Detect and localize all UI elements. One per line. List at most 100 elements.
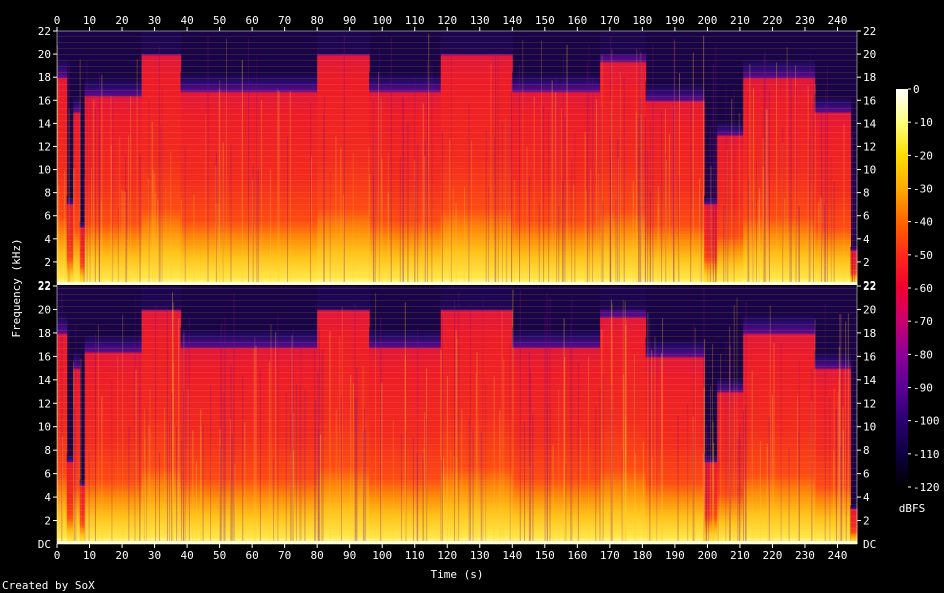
- x-tick-label: 100: [372, 14, 392, 27]
- x-tick-label: 220: [763, 549, 783, 562]
- y-bottom-label: 22: [38, 279, 51, 292]
- x-tick-label: 30: [148, 549, 161, 562]
- colorbar-tick-label: -50: [913, 249, 933, 262]
- y-tick-label: 18: [38, 327, 51, 340]
- y-tick-label: 8: [44, 187, 51, 200]
- colorbar-gradient: [896, 89, 908, 487]
- y-tick-label: 12: [38, 397, 51, 410]
- x-tick-label: 70: [278, 549, 291, 562]
- colorbar-tick-label: -120: [913, 481, 940, 494]
- y-tick-label: 6: [44, 210, 51, 223]
- x-tick-label: 0: [54, 14, 61, 27]
- x-tick-label: 120: [437, 549, 457, 562]
- y-tick-label: 4: [863, 233, 870, 246]
- x-tick-label: 190: [665, 14, 685, 27]
- x-tick-label: 60: [245, 14, 258, 27]
- colorbar-tick-label: -70: [913, 315, 933, 328]
- x-tick-label: 240: [828, 549, 848, 562]
- x-tick-label: 40: [180, 14, 193, 27]
- x-tick-label: 160: [567, 549, 587, 562]
- x-tick-label: 160: [567, 14, 587, 27]
- x-tick-label: 200: [697, 14, 717, 27]
- x-tick-label: 170: [600, 14, 620, 27]
- x-tick-label: 240: [828, 14, 848, 27]
- y-axis-label: Frequency (kHz): [10, 238, 23, 337]
- y-tick-label: 2: [44, 256, 51, 269]
- x-tick-label: 140: [502, 14, 522, 27]
- x-tick-label: 210: [730, 549, 750, 562]
- colorbar-tick-label: -110: [913, 448, 940, 461]
- y-tick-label: 16: [38, 350, 51, 363]
- x-tick-label: 50: [213, 14, 226, 27]
- x-tick-label: 90: [343, 14, 356, 27]
- y-tick-label: 12: [38, 140, 51, 153]
- y-tick-label: 16: [38, 94, 51, 107]
- colorbar-tick-label: -30: [913, 183, 933, 196]
- colorbar-tick-label: -60: [913, 282, 933, 295]
- x-axis-label: Time (s): [431, 568, 484, 581]
- y-tick-label: 12: [863, 397, 876, 410]
- x-tick-label: 230: [795, 14, 815, 27]
- y-tick-label: 8: [863, 187, 870, 200]
- x-tick-label: 180: [632, 14, 652, 27]
- y-tick-label: 8: [863, 444, 870, 457]
- colorbar-tick-label: 0: [913, 83, 920, 96]
- y-tick-label: 6: [863, 468, 870, 481]
- colorbar-tick-label: -90: [913, 382, 933, 395]
- colorbar-tick-label: -100: [913, 415, 940, 428]
- harmonic-texture: [57, 286, 857, 544]
- x-tick-label: 80: [311, 14, 324, 27]
- colorbar: 0 -10 -20 -30 -40 -50 -60 -70 -80 -90 -100 -110 -120: [896, 83, 940, 494]
- y-bottom-label: 22: [863, 279, 876, 292]
- x-tick-label: 110: [405, 549, 425, 562]
- channel-2-spectrogram: [57, 286, 858, 544]
- y-tick-label: 20: [863, 303, 876, 316]
- y-tick-label: 10: [863, 164, 876, 177]
- x-tick-label: 10: [83, 549, 96, 562]
- x-tick-label: 170: [600, 549, 620, 562]
- y-tick-label: 14: [38, 117, 52, 130]
- x-tick-label: 230: [795, 549, 815, 562]
- y-tick-label: 12: [863, 140, 876, 153]
- dc-band: [57, 282, 857, 285]
- x-tick-label: 90: [343, 549, 356, 562]
- colorbar-tick-label: -10: [913, 116, 933, 129]
- x-tick-label: 60: [245, 549, 258, 562]
- x-tick-label: 180: [632, 549, 652, 562]
- x-tick-label: 20: [115, 549, 128, 562]
- y-bottom-label: DC: [863, 538, 876, 551]
- y-tick-label: 20: [863, 48, 876, 61]
- y-tick-label: 4: [44, 233, 51, 246]
- x-tick-label: 200: [697, 549, 717, 562]
- y-tick-label: 4: [44, 491, 51, 504]
- colorbar-tick-label: -20: [913, 149, 933, 162]
- x-tick-label: 80: [311, 549, 324, 562]
- colorbar-label: dBFS: [899, 502, 926, 515]
- x-tick-label: 50: [213, 549, 226, 562]
- x-tick-label: 20: [115, 14, 128, 27]
- y-tick-label: 18: [863, 71, 876, 84]
- y-tick-label: 10: [863, 421, 876, 434]
- y-tick-label: 20: [38, 303, 51, 316]
- x-tick-label: 100: [372, 549, 392, 562]
- y-tick-label: 2: [44, 515, 51, 528]
- plot-frame: [56, 30, 858, 545]
- y-tick-label: 22: [38, 25, 51, 38]
- dc-band: [57, 541, 857, 544]
- credit-text: Created by SoX: [2, 579, 95, 592]
- x-tick-label: 30: [148, 14, 161, 27]
- x-tick-label: 150: [535, 549, 555, 562]
- y-tick-label: 20: [38, 48, 51, 61]
- plot-areas: [57, 31, 858, 544]
- y-tick-label: 22: [863, 25, 876, 38]
- y-tick-label: 2: [863, 515, 870, 528]
- y-tick-label: 16: [863, 350, 876, 363]
- y-tick-label: 18: [38, 71, 51, 84]
- y-tick-label: 2: [863, 256, 870, 269]
- colorbar-tick-label: -80: [913, 348, 933, 361]
- x-tick-label: 210: [730, 14, 750, 27]
- x-tick-label: 40: [180, 549, 193, 562]
- harmonic-texture: [57, 31, 857, 285]
- x-tick-label: 190: [665, 549, 685, 562]
